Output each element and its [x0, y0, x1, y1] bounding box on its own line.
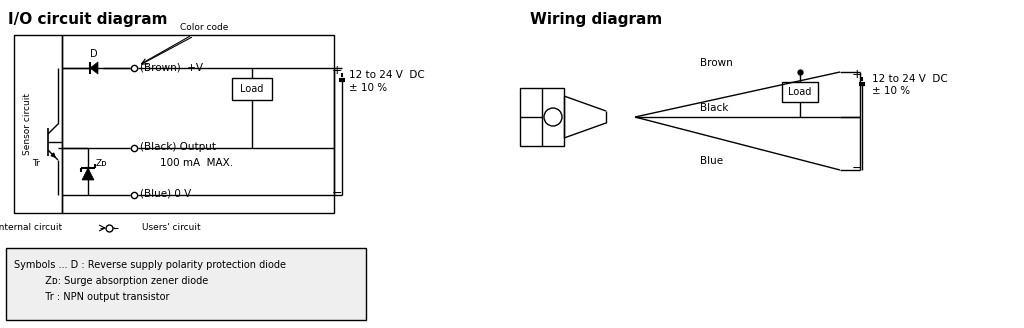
Bar	[782, 82, 818, 102]
Text: −: −	[332, 187, 342, 199]
Text: Sensor circuit: Sensor circuit	[24, 93, 33, 155]
Polygon shape	[82, 168, 94, 180]
Text: (Brown)  +V: (Brown) +V	[140, 62, 203, 72]
Text: Internal circuit: Internal circuit	[0, 223, 62, 233]
Text: Brown: Brown	[700, 58, 733, 68]
Circle shape	[544, 108, 562, 126]
Text: Load: Load	[241, 84, 264, 94]
Text: Load: Load	[788, 87, 812, 97]
Text: −: −	[852, 161, 862, 174]
Text: ± 10 %: ± 10 %	[349, 83, 387, 93]
Text: Black: Black	[700, 103, 728, 113]
Text: Zᴅ: Zᴅ	[96, 159, 108, 169]
Text: Wiring diagram: Wiring diagram	[530, 12, 663, 27]
Text: Zᴅ: Surge absorption zener diode: Zᴅ: Surge absorption zener diode	[14, 276, 208, 286]
Bar	[232, 78, 272, 100]
Bar	[62, 35, 334, 213]
Text: Tr: Tr	[32, 159, 40, 169]
Text: Users' circuit: Users' circuit	[142, 223, 201, 233]
Bar	[14, 35, 62, 213]
Text: 12 to 24 V  DC: 12 to 24 V DC	[872, 74, 948, 84]
Text: Color code: Color code	[180, 23, 228, 31]
Text: +: +	[332, 64, 343, 76]
Text: +: +	[852, 68, 862, 80]
Text: (Black) Output: (Black) Output	[140, 142, 216, 152]
Text: Tr : NPN output transistor: Tr : NPN output transistor	[14, 292, 170, 302]
Text: Symbols ... D : Reverse supply polarity protection diode: Symbols ... D : Reverse supply polarity …	[14, 260, 286, 270]
Bar	[520, 88, 564, 146]
Text: D: D	[90, 49, 98, 59]
Text: I/O circuit diagram: I/O circuit diagram	[8, 12, 168, 27]
Text: Blue: Blue	[700, 156, 723, 166]
Bar	[6, 248, 366, 320]
Text: ± 10 %: ± 10 %	[872, 86, 910, 96]
Text: 100 mA  MAX.: 100 mA MAX.	[160, 158, 233, 168]
Text: 12 to 24 V  DC: 12 to 24 V DC	[349, 70, 425, 80]
Polygon shape	[90, 62, 98, 74]
Text: (Blue) 0 V: (Blue) 0 V	[140, 189, 191, 199]
